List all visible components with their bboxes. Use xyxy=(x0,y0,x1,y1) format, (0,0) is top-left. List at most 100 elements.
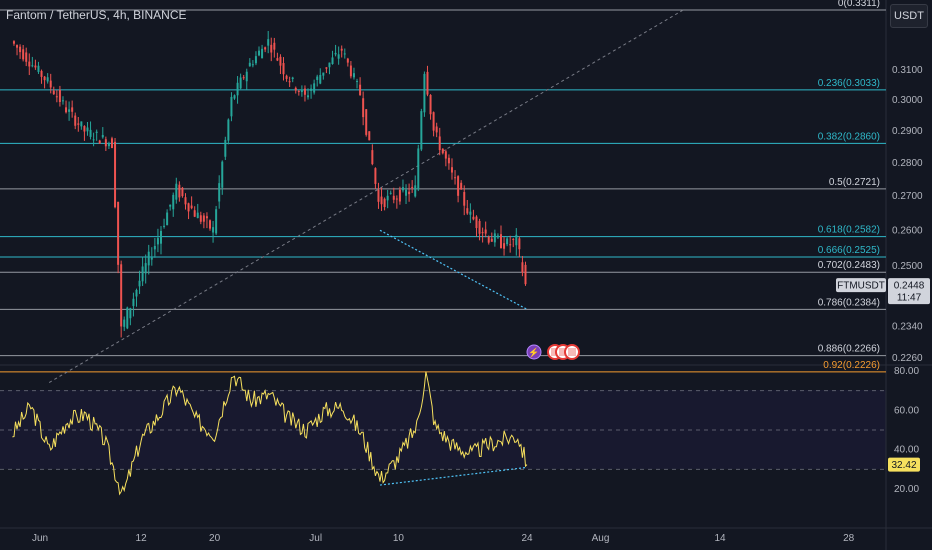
candle-body xyxy=(163,225,166,227)
candle-body xyxy=(141,266,144,282)
candle-body xyxy=(258,50,261,56)
chart-drawings[interactable] xyxy=(48,9,684,383)
candle-body xyxy=(420,111,423,150)
price-tick-label: 0.2260 xyxy=(892,353,923,364)
candle-body xyxy=(512,239,515,241)
candle-body xyxy=(490,238,493,242)
candle-body xyxy=(184,197,187,205)
candle-body xyxy=(68,109,71,112)
candle-body xyxy=(101,135,104,138)
candle-body xyxy=(435,126,438,133)
candle-body xyxy=(337,54,340,59)
symbol-badge-label: FTMUSDT xyxy=(837,281,885,292)
candle-body xyxy=(294,87,297,91)
price-tick-label: 0.2600 xyxy=(892,225,923,236)
candle-body xyxy=(245,71,248,82)
candle-body xyxy=(209,220,211,229)
candle-body xyxy=(169,204,172,207)
candlestick-series xyxy=(12,30,527,338)
candle-body xyxy=(503,243,506,249)
candle-body xyxy=(181,187,184,197)
candle-body xyxy=(450,167,453,173)
candle-body xyxy=(288,81,291,83)
candle-body xyxy=(239,77,242,89)
price-tick-label: 0.2700 xyxy=(892,191,923,202)
candle-body xyxy=(343,53,346,55)
time-tick-label: 12 xyxy=(136,533,148,544)
candle-body xyxy=(221,161,224,188)
candle-body xyxy=(395,198,398,200)
candle-body xyxy=(524,264,527,285)
candle-body xyxy=(175,183,178,200)
candle-body xyxy=(218,183,221,202)
candle-body xyxy=(352,73,355,78)
candle-body xyxy=(466,208,469,214)
candle-body xyxy=(322,72,325,76)
fibonacci-retracement[interactable]: 0(0.3311) 0.236(0.3033) 0.382(0.2860) 0.5(0… xyxy=(0,0,886,373)
time-tick-label: 14 xyxy=(714,533,726,544)
price-tick-label: 0.2340 xyxy=(892,321,923,332)
candle-body xyxy=(25,52,28,62)
candle-body xyxy=(254,56,257,64)
candle-body xyxy=(74,115,77,126)
candle-body xyxy=(444,151,447,159)
event-markers[interactable]: ⚡ xyxy=(526,344,580,360)
candle-body xyxy=(132,298,135,307)
candle-body xyxy=(114,141,117,208)
candle-body xyxy=(92,139,95,141)
candle-body xyxy=(325,67,328,69)
candle-body xyxy=(153,245,156,250)
candle-body xyxy=(319,74,322,84)
candle-body xyxy=(285,75,288,79)
candle-body xyxy=(340,48,343,51)
price-tick-label: 0.2500 xyxy=(892,261,923,272)
price-tick-label: 0.2900 xyxy=(892,126,923,137)
candle-body xyxy=(398,189,401,202)
candle-body xyxy=(55,96,58,98)
candle-body xyxy=(233,95,236,99)
candle-body xyxy=(159,230,162,244)
candle-body xyxy=(297,90,300,92)
us-flag-icon xyxy=(564,344,580,360)
candle-body xyxy=(251,64,254,66)
candle-body xyxy=(472,216,475,220)
rsi-pane: 80.00 60.00 40.00 20.00 xyxy=(0,366,919,496)
candle-body xyxy=(515,234,518,246)
rsi-tick-label: 40.00 xyxy=(894,445,919,456)
candle-body xyxy=(377,189,380,202)
candle-body xyxy=(463,192,466,206)
candle-body xyxy=(481,232,484,234)
candle-body xyxy=(150,257,153,260)
candle-body xyxy=(303,88,306,95)
candle-body xyxy=(493,233,496,243)
candle-body xyxy=(83,126,86,132)
candle-body xyxy=(98,140,101,144)
time-tick-label: 20 xyxy=(209,533,221,544)
fib-level-label: 0.886(0.2266) xyxy=(818,344,880,355)
countdown-label: 11:47 xyxy=(897,293,922,304)
candle-body xyxy=(386,195,389,201)
time-axis[interactable]: Jun 12 20 Jul 10 24 Aug 14 28 xyxy=(0,527,932,544)
candle-body xyxy=(117,201,120,265)
candle-body xyxy=(432,112,435,131)
candle-body xyxy=(365,109,368,135)
candle-body xyxy=(12,41,15,44)
candle-body xyxy=(328,62,331,68)
rsi-value-label: 32.42 xyxy=(891,460,916,471)
candle-body xyxy=(334,52,337,55)
candle-body xyxy=(478,220,481,234)
candle-body xyxy=(199,215,202,222)
candle-body xyxy=(58,89,61,103)
candle-body xyxy=(414,185,417,197)
candle-body xyxy=(224,139,227,157)
candle-body xyxy=(362,98,365,118)
candle-body xyxy=(270,44,273,53)
candle-body xyxy=(43,76,46,81)
rsi-tick-label: 20.00 xyxy=(894,484,919,495)
candle-body xyxy=(261,48,264,59)
candle-body xyxy=(521,262,524,273)
currency-button[interactable]: USDT xyxy=(890,4,928,28)
candle-body xyxy=(368,131,371,141)
